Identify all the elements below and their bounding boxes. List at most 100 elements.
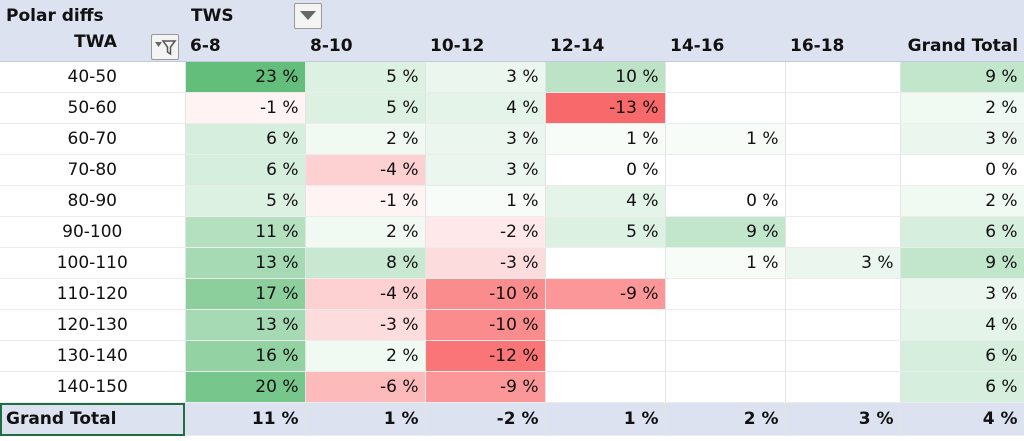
empty-cell — [665, 154, 786, 186]
row-label: 70-80 — [0, 154, 186, 186]
column-header-row: TWA 6-8 8-10 10-12 12-14 14-16 16-18 Grand Tot… — [0, 31, 1024, 62]
value-cell: 17 % — [185, 278, 306, 310]
value-cell: -9 % — [545, 278, 666, 310]
value-cell: 13 % — [185, 247, 306, 279]
row-filter-button[interactable] — [151, 34, 179, 60]
empty-cell — [545, 309, 666, 341]
value-cell: -4 % — [305, 154, 426, 186]
value-cell: 1 % — [665, 247, 786, 279]
grand-total-cell: 4 % — [900, 402, 1024, 436]
pivot-title: Polar diffs — [0, 0, 185, 31]
column-field: TWS — [191, 5, 234, 26]
empty-cell — [665, 371, 786, 403]
value-cell: 0 % — [545, 154, 666, 186]
data-row: 80-90 5 % -1 % 1 % 4 % 0 % 2 % — [0, 185, 1024, 217]
value-cell: 6 % — [900, 340, 1024, 372]
value-cell: 5 % — [305, 61, 426, 93]
value-cell: 0 % — [900, 154, 1024, 186]
grand-total-cell: 11 % — [185, 402, 306, 436]
column-field-cell: TWS — [185, 0, 1024, 31]
grand-total-cell: 2 % — [665, 402, 786, 436]
value-cell: 1 % — [545, 123, 666, 155]
row-label: 120-130 — [0, 309, 186, 341]
value-cell: -10 % — [425, 278, 546, 310]
row-field-cell: TWA — [0, 31, 185, 62]
value-cell: 3 % — [425, 154, 546, 186]
value-cell: -3 % — [425, 247, 546, 279]
value-cell: 2 % — [900, 92, 1024, 124]
value-cell: 13 % — [185, 309, 306, 341]
row-field: TWA — [74, 32, 117, 52]
value-cell: 6 % — [900, 371, 1024, 403]
value-cell: 2 % — [305, 216, 426, 248]
empty-cell — [785, 92, 901, 124]
empty-cell — [665, 340, 786, 372]
row-label: 50-60 — [0, 92, 186, 124]
grand-total-cell: 1 % — [545, 402, 666, 436]
row-label: 40-50 — [0, 61, 186, 93]
value-cell: 5 % — [305, 92, 426, 124]
value-cell: 2 % — [900, 185, 1024, 217]
value-cell: 11 % — [185, 216, 306, 248]
empty-cell — [665, 278, 786, 310]
data-row: 70-80 6 % -4 % 3 % 0 % 0 % — [0, 154, 1024, 186]
column-filter-button[interactable] — [293, 2, 322, 29]
data-row: 120-130 13 % -3 % -10 % 4 % — [0, 309, 1024, 341]
empty-cell — [545, 371, 666, 403]
value-cell: 0 % — [665, 185, 786, 217]
value-cell: 6 % — [185, 154, 306, 186]
empty-cell — [785, 278, 901, 310]
column-header: 14-16 — [665, 31, 785, 62]
empty-cell — [785, 216, 901, 248]
value-cell: 5 % — [185, 185, 306, 217]
grand-total-cell: -2 % — [425, 402, 546, 436]
column-header: 6-8 — [185, 31, 305, 62]
empty-cell — [785, 185, 901, 217]
data-row: 90-100 11 % 2 % -2 % 5 % 9 % 6 % — [0, 216, 1024, 248]
empty-cell — [545, 247, 666, 279]
value-cell: 3 % — [785, 247, 901, 279]
grand-total-row: Grand Total 11 % 1 % -2 % 1 % 2 % 3 % 4 % — [0, 402, 1024, 436]
value-cell: -10 % — [425, 309, 546, 341]
value-cell: 9 % — [665, 216, 786, 248]
value-cell: -12 % — [425, 340, 546, 372]
value-cell: 4 % — [545, 185, 666, 217]
value-cell: 5 % — [545, 216, 666, 248]
row-label: 110-120 — [0, 278, 186, 310]
value-cell: -1 % — [185, 92, 306, 124]
value-cell: -1 % — [305, 185, 426, 217]
value-cell: -4 % — [305, 278, 426, 310]
grand-total-label[interactable]: Grand Total — [0, 402, 186, 436]
value-cell: 23 % — [185, 61, 306, 93]
row-label: 100-110 — [0, 247, 186, 279]
value-cell: 9 % — [900, 61, 1024, 93]
grand-total-cell: 1 % — [305, 402, 426, 436]
column-header: 8-10 — [305, 31, 425, 62]
value-cell: 10 % — [545, 61, 666, 93]
value-cell: 4 % — [900, 309, 1024, 341]
data-row: 100-110 13 % 8 % -3 % 1 % 3 % 9 % — [0, 247, 1024, 279]
value-cell: 2 % — [305, 123, 426, 155]
empty-cell — [785, 340, 901, 372]
data-row: 140-150 20 % -6 % -9 % 6 % — [0, 371, 1024, 403]
empty-cell — [785, 123, 901, 155]
row-label: 60-70 — [0, 123, 186, 155]
value-cell: -3 % — [305, 309, 426, 341]
value-cell: -9 % — [425, 371, 546, 403]
value-cell: -6 % — [305, 371, 426, 403]
data-row: 130-140 16 % 2 % -12 % 6 % — [0, 340, 1024, 372]
value-cell: 1 % — [665, 123, 786, 155]
value-cell: 3 % — [425, 123, 546, 155]
value-cell: 4 % — [425, 92, 546, 124]
row-label: 90-100 — [0, 216, 186, 248]
row-label: 80-90 — [0, 185, 186, 217]
value-cell: 16 % — [185, 340, 306, 372]
value-cell: 1 % — [425, 185, 546, 217]
value-cell: 2 % — [305, 340, 426, 372]
value-cell: 6 % — [900, 216, 1024, 248]
column-header: 10-12 — [425, 31, 545, 62]
value-cell: 3 % — [425, 61, 546, 93]
column-header: Grand Total — [900, 31, 1024, 62]
column-header: 16-18 — [785, 31, 900, 62]
